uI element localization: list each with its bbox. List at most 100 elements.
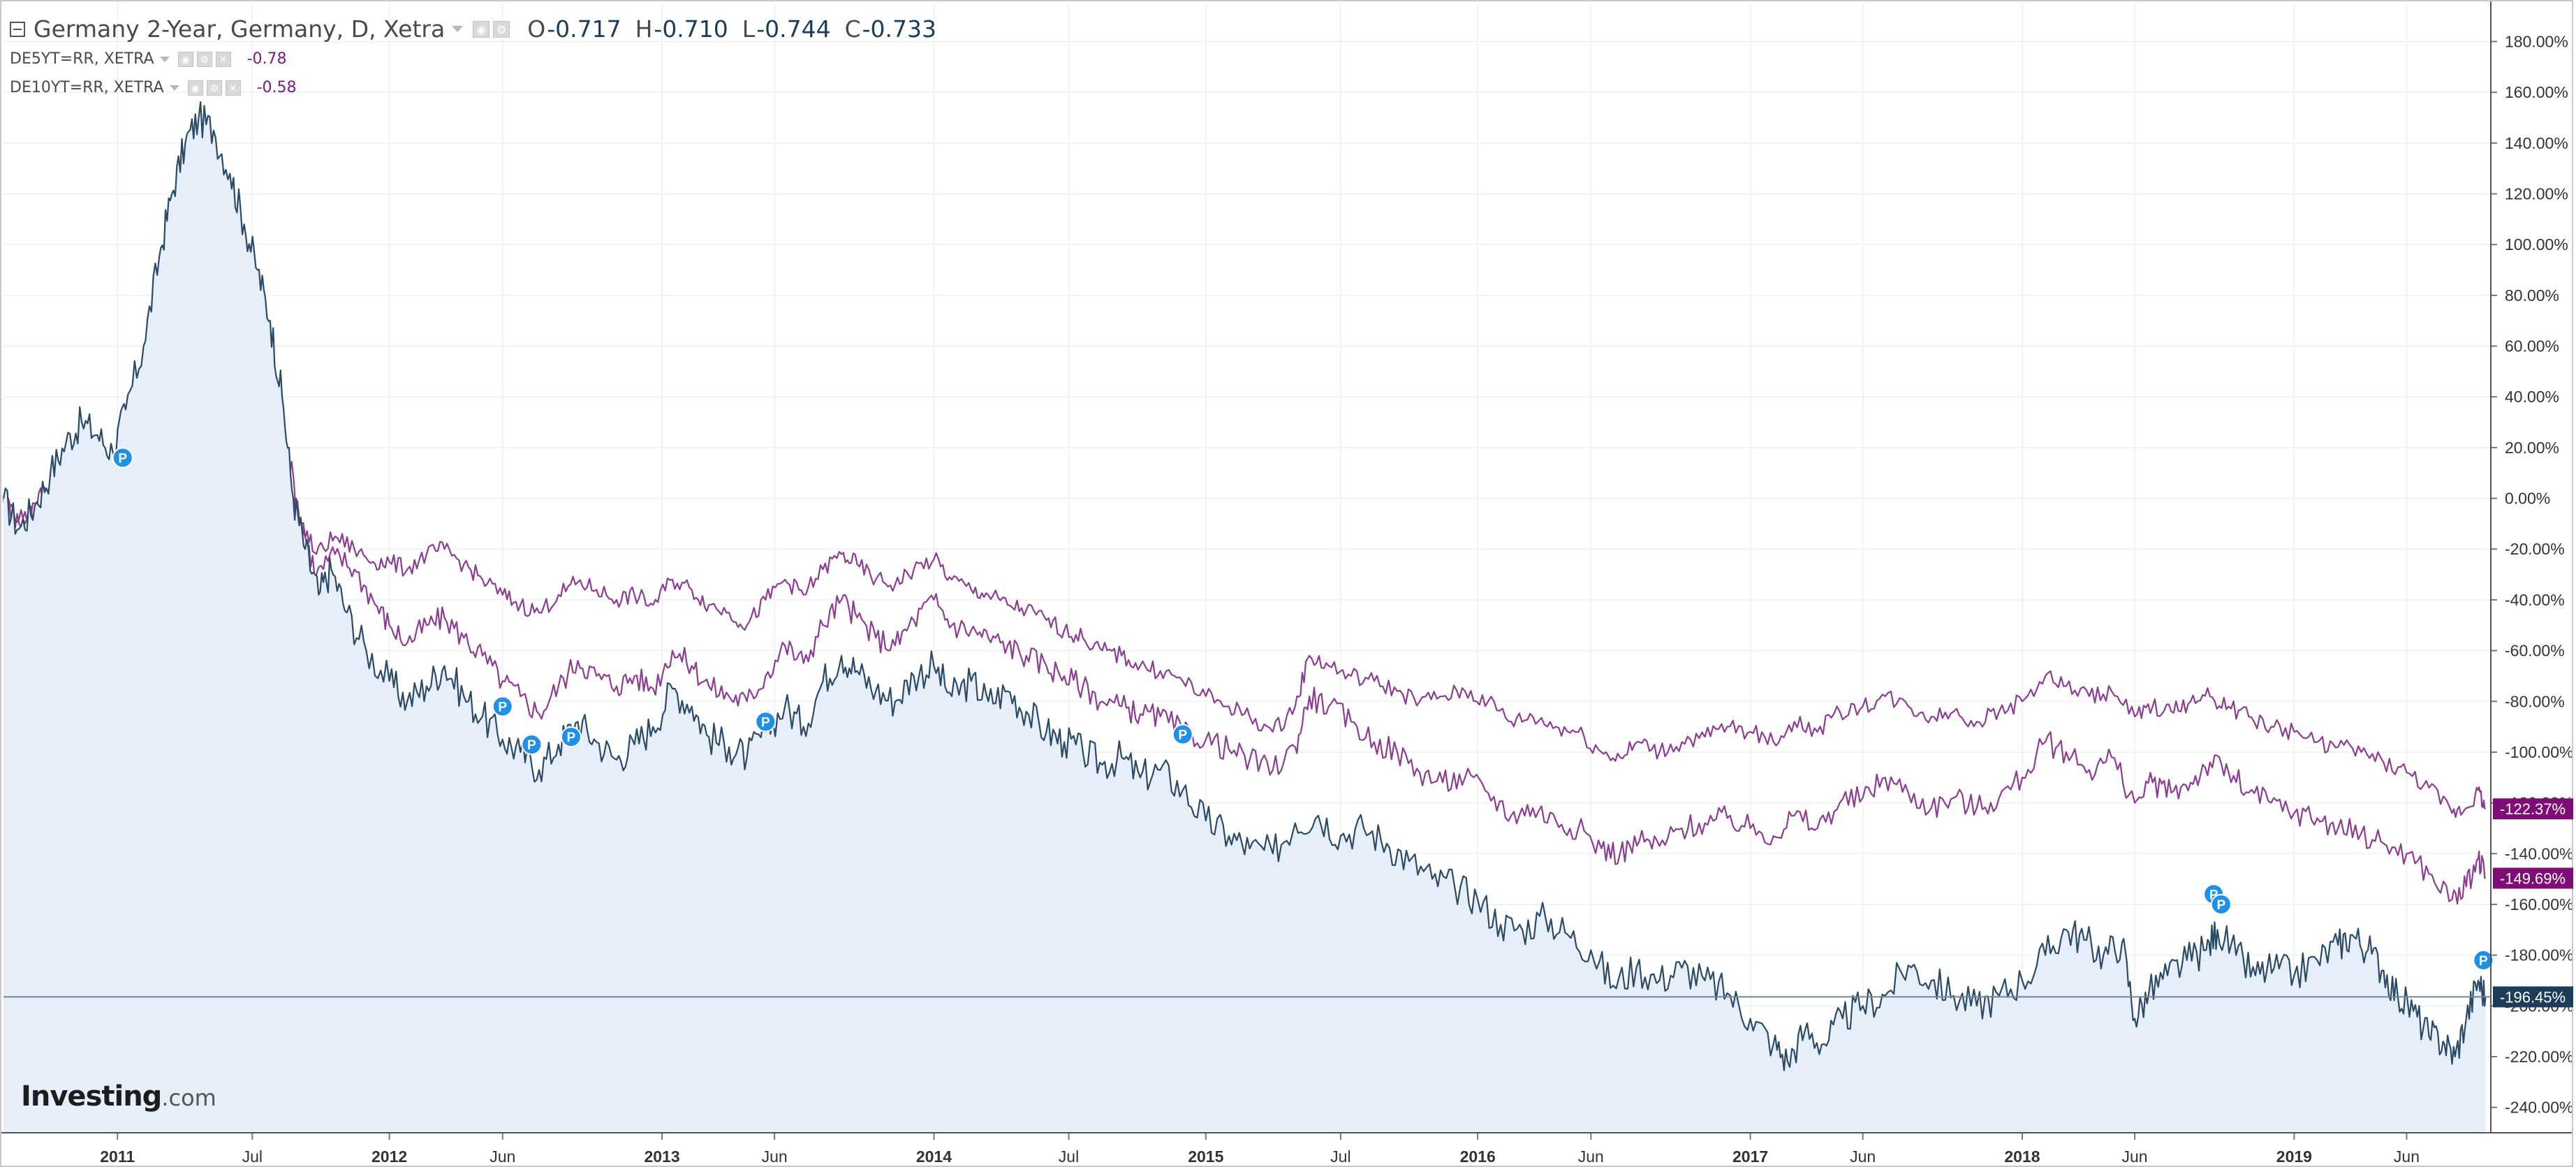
event-marker-circle[interactable] [755,711,777,733]
series-3-name: DE10YT=RR, XETRA [10,79,164,96]
event-marker-label: P [118,451,127,466]
x-tick-label: 2013 [644,1147,679,1166]
eye-icon[interactable]: ◉ [473,20,490,38]
y-tick-label: 100.00% [2505,235,2568,254]
settings-icon[interactable]: ⚙ [196,51,212,67]
price-badge [2493,798,2573,820]
x-tick-label: 2018 [2004,1147,2040,1166]
close-icon[interactable]: ✕ [225,80,241,96]
price-badges: -196.45% -149.69% -122.37% [2493,798,2573,1008]
y-tick-label: -180.00% [2505,946,2573,964]
eye-icon[interactable]: ◉ [187,80,203,96]
event-marker[interactable]: P [755,711,777,733]
event-marker[interactable]: P [492,696,513,717]
high-label: H [635,15,653,43]
x-tick-label: 2017 [1732,1147,1768,1166]
price-badge [2493,986,2573,1008]
y-tick-label: 160.00% [2505,83,2568,101]
collapse-legend-button[interactable] [10,21,25,37]
chevron-down-icon[interactable] [169,85,179,91]
open-label: O [527,15,546,43]
series-line-3 [2,412,2487,819]
y-tick-label: -20.00% [2505,540,2565,558]
event-marker[interactable]: P [560,726,582,748]
series-line-1 [2,101,2487,1071]
x-tick-label: Jul [1059,1147,1079,1166]
event-marker[interactable]: P [1172,724,1193,745]
x-tick-label: 2012 [371,1147,407,1166]
y-tick-label: 0.00% [2505,490,2550,508]
y-tick-label: -160.00% [2505,895,2573,913]
x-tick-label: 2019 [2276,1147,2312,1166]
settings-icon[interactable]: ⚙ [493,20,510,38]
y-tick-label: 40.00% [2505,388,2559,406]
legend-series-3: DE10YT=RR, XETRA ◉ ⚙ ✕ -0.58 [10,79,297,96]
price-badge-label: -196.45% [2500,988,2566,1006]
y-tick-label: 180.00% [2505,33,2568,51]
y-tick-label: -80.00% [2505,692,2565,710]
event-marker-label: P [2216,898,2225,913]
close-icon[interactable]: ✕ [215,51,231,67]
low-label: L [742,15,756,43]
close-label: C [844,15,861,43]
y-tick-label: 120.00% [2505,185,2568,203]
chevron-down-icon[interactable] [452,26,464,32]
x-tick-label: Jul [242,1147,263,1166]
y-tick-label: 140.00% [2505,134,2568,152]
low-value: -0.744 [756,15,831,43]
legend-main: Germany 2-Year, Germany, D, Xetra ◉ ⚙ O-… [10,15,936,43]
event-marker-circle[interactable] [2473,949,2494,971]
y-tick-label: 80.00% [2505,286,2559,304]
event-marker-label: P [2479,954,2488,969]
event-marker[interactable]: P [2473,949,2494,971]
open-value: -0.717 [547,15,621,43]
x-tick-label: 2011 [100,1147,135,1166]
main-series-title: Germany 2-Year, Germany, D, Xetra [34,15,446,43]
x-tick-label: 2014 [916,1147,952,1166]
x-tick-label: Jun [490,1147,515,1166]
event-marker[interactable]: P [2210,893,2232,915]
investing-logo: Investing.com [21,1080,216,1113]
y-tick-label: -220.00% [2505,1048,2573,1066]
logo-brand: Investing [21,1080,162,1113]
event-marker-circle[interactable] [492,696,513,717]
close-value: -0.733 [862,15,937,43]
series-2-value: -0.78 [246,50,287,68]
chevron-down-icon[interactable] [159,56,170,62]
event-marker-circle[interactable] [112,447,133,469]
x-tick-label: Jun [762,1147,788,1166]
event-marker[interactable]: P [521,734,543,756]
x-tick-label: 2016 [1460,1147,1496,1166]
settings-icon[interactable]: ⚙ [206,80,222,96]
high-value: -0.710 [654,15,728,43]
eye-icon[interactable]: ◉ [177,51,193,67]
price-badge-label: -149.69% [2500,870,2566,888]
logo-suffix: .com [161,1085,216,1111]
price-badge [2493,867,2573,889]
series-3-value: -0.58 [256,79,297,96]
series-layer [2,101,2491,1133]
x-tick-label: Jun [1578,1147,1604,1166]
event-marker-label: P [761,715,770,730]
event-marker-circle[interactable] [1172,724,1193,745]
x-tick-label: Jul [1330,1147,1350,1166]
event-marker-label: P [1178,728,1187,743]
event-marker[interactable]: P [112,447,133,469]
event-marker-label: P [498,700,507,715]
y-tick-label: -40.00% [2505,591,2565,609]
y-tick-label: -240.00% [2505,1099,2573,1117]
x-tick-label: Jun [2122,1147,2148,1166]
y-tick-label: -60.00% [2505,642,2565,660]
x-tick-label: Jun [1850,1147,1876,1166]
x-tick-label: 2015 [1188,1147,1223,1166]
price-badge-label: -122.37% [2500,800,2566,818]
event-marker-label: P [567,731,576,745]
event-marker-circle[interactable] [560,726,582,748]
y-tick-label: -140.00% [2505,844,2573,863]
event-marker-circle[interactable] [2210,893,2232,915]
event-marker-circle[interactable] [521,734,543,756]
y-tick-label: 20.00% [2505,439,2559,457]
